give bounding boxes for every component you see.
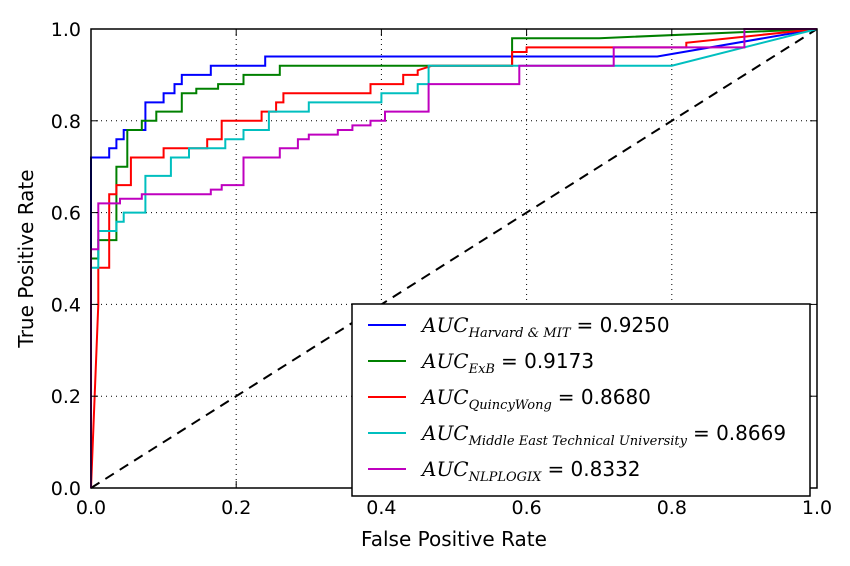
legend-entry-subscript: NLPLOGIX — [468, 470, 543, 485]
y-axis-label: True Positive Rate — [14, 169, 38, 348]
y-tick-label: 0.6 — [51, 203, 81, 225]
axis-ticks: 0.0 0.2 0.4 0.6 0.8 1.0 0.0 0.2 0.4 0.6 0.8 1.0 — [51, 19, 832, 519]
y-tick-label: 0.4 — [51, 294, 81, 316]
legend-entry-name: AUC — [420, 421, 469, 445]
legend-entry: AUCHarvard & MIT = 0.9250 — [420, 313, 670, 341]
y-tick-label: 0.0 — [51, 478, 81, 500]
legend-box — [351, 303, 811, 497]
y-tick-label: 0.8 — [51, 111, 81, 133]
legend-entry-subscript: Harvard & MIT — [468, 326, 572, 341]
x-tick-label: 0.6 — [511, 497, 541, 519]
legend-entry-value: = 0.8669 — [693, 421, 786, 445]
legend-entry-subscript: Middle East Technical University — [468, 434, 688, 449]
x-tick-label: 0.4 — [366, 497, 396, 519]
legend-entry-value: = 0.9173 — [501, 349, 594, 373]
roc-curves — [90, 28, 818, 489]
roc-curve-4 — [90, 28, 818, 488]
x-tick-label: 1.0 — [802, 497, 832, 519]
y-tick-label: 0.2 — [51, 386, 81, 408]
legend-entry-name: AUC — [420, 457, 469, 481]
legend-entry-subscript: QuincyWong — [469, 398, 552, 413]
legend-entry-value: = 0.8332 — [547, 457, 640, 481]
legend-entry: AUCExB = 0.9173 — [420, 349, 594, 377]
legend-entry: AUCQuincyWong = 0.8680 — [420, 385, 651, 413]
y-tick-label: 1.0 — [51, 19, 81, 41]
legend-entry: AUCNLPLOGIX = 0.8332 — [420, 457, 641, 485]
x-axis-label: False Positive Rate — [361, 527, 547, 551]
chance-diagonal-line — [90, 28, 818, 489]
legend-entry-value: = 0.8680 — [558, 385, 651, 409]
x-tick-label: 0.0 — [76, 497, 106, 519]
roc-curve-5 — [90, 28, 817, 488]
legend-entry-value: = 0.9250 — [577, 313, 670, 337]
legend-entry: AUCMiddle East Technical University = 0.8… — [420, 421, 786, 449]
legend-entry-name: AUC — [420, 385, 469, 409]
legend-entry-name: AUC — [420, 313, 469, 337]
x-tick-label: 0.2 — [221, 497, 251, 519]
legend-entry-name: AUC — [420, 349, 469, 373]
x-tick-label: 0.8 — [657, 497, 687, 519]
legend-entry-subscript: ExB — [468, 362, 495, 377]
roc-curve-1 — [90, 28, 818, 488]
